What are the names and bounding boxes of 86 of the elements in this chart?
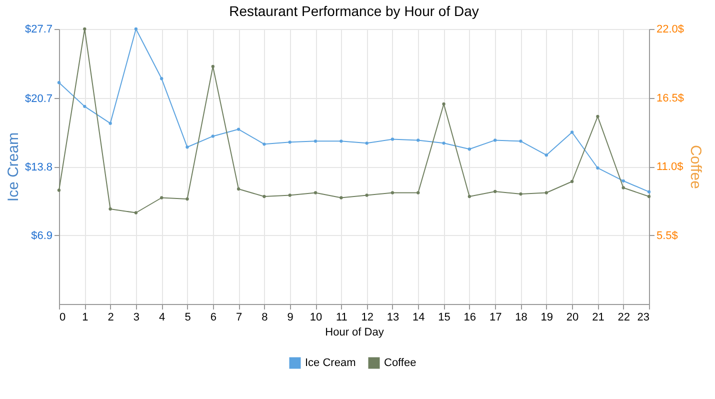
point [596, 114, 600, 118]
point [108, 207, 112, 211]
point [622, 179, 625, 182]
point [236, 187, 240, 191]
point [236, 128, 240, 131]
point [186, 197, 189, 201]
point [416, 191, 420, 194]
point [647, 190, 651, 194]
point [186, 146, 189, 149]
x-tick-label: 11 [336, 312, 348, 324]
x-tick-label: 1 [82, 312, 88, 324]
x-tick-label: 21 [592, 312, 604, 324]
point [108, 122, 112, 125]
point [134, 27, 138, 31]
x-tick-label: 2 [108, 312, 114, 324]
point [390, 138, 394, 141]
x-tick-label: 18 [515, 312, 528, 324]
point [340, 196, 343, 200]
point [570, 180, 574, 184]
x-tick-label: 13 [386, 312, 400, 324]
y-axis-title: Ice Cream [4, 132, 22, 202]
point [211, 134, 214, 138]
x-tick-label: 9 [287, 312, 294, 324]
point [494, 138, 497, 142]
x-tick-label: 23 [637, 312, 650, 324]
point [647, 194, 651, 198]
point [57, 81, 61, 84]
point [262, 142, 266, 146]
point [83, 104, 86, 108]
point [365, 194, 368, 197]
x-tick-label: 6 [210, 312, 216, 324]
x-tick-label: 7 [236, 312, 242, 324]
x-tick-label: 16 [464, 312, 476, 324]
x-tick-label: 4 [159, 312, 166, 324]
point [519, 192, 522, 196]
point [468, 148, 472, 151]
point [134, 211, 138, 214]
point [160, 77, 164, 80]
y-tick-label: $13.8 [24, 161, 52, 174]
point [442, 102, 446, 106]
legend-label: Coffee [384, 357, 416, 369]
point [314, 191, 318, 194]
point [390, 191, 394, 194]
y2-tick-label: 16.5$ [656, 92, 684, 104]
point [570, 130, 574, 134]
point [314, 140, 318, 143]
point [288, 140, 292, 144]
x-tick-label: 17 [489, 312, 502, 324]
point [288, 194, 292, 197]
point [468, 194, 472, 198]
x-tick-label: 8 [262, 312, 268, 324]
point [262, 194, 266, 198]
x-tick-label: 20 [566, 312, 579, 324]
point [544, 154, 548, 157]
x-axis-title: Hour of Day [325, 326, 384, 338]
x-tick-label: 19 [540, 312, 554, 324]
point [494, 190, 497, 194]
x-tick-label: 0 [60, 312, 66, 324]
point [211, 64, 214, 68]
legend-label: Ice Cream [305, 357, 356, 369]
point [519, 140, 522, 143]
point [442, 142, 446, 145]
point [160, 196, 164, 200]
y2-tick-label: 11.0$ [656, 161, 684, 173]
y-tick-label: $20.7 [24, 92, 52, 105]
point [622, 186, 625, 190]
x-tick-label: 22 [618, 312, 630, 324]
point [416, 138, 420, 142]
x-tick-label: 14 [412, 312, 425, 324]
point [365, 142, 368, 145]
y2-tick-label: 22.0$ [656, 24, 684, 36]
x-tick-label: 15 [438, 312, 450, 324]
x-tick-label: 3 [133, 312, 140, 324]
y-tick-label: $27.7 [24, 24, 52, 36]
point [57, 188, 61, 192]
y2-tick-label: 5.5$ [656, 230, 678, 242]
point [544, 191, 548, 194]
chart-title: Restaurant Performance by Hour of Day [229, 3, 479, 19]
y-tick-label: $6.9 [31, 230, 52, 242]
y2-axis-title: Coffee [687, 145, 704, 189]
point [596, 166, 600, 170]
point [83, 27, 86, 31]
x-tick-label: 10 [310, 312, 322, 324]
x-tick-label: 12 [361, 312, 374, 324]
point [340, 140, 343, 143]
x-tick-label: 5 [184, 312, 191, 324]
